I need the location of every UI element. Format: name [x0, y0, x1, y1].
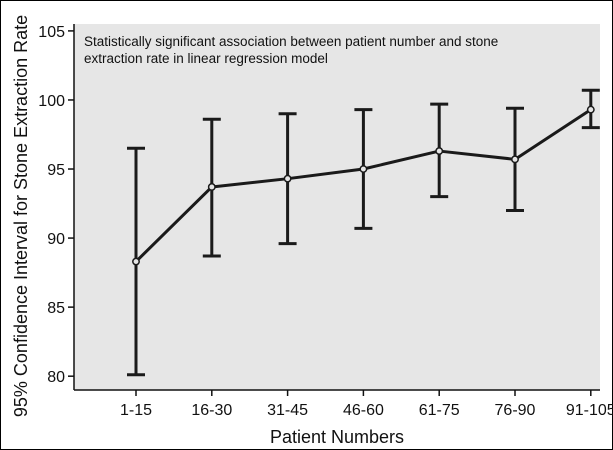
data-point	[207, 183, 216, 191]
x-tick-label: 16-30	[191, 402, 232, 419]
y-tick-label: 100	[38, 93, 65, 110]
chart-annotation-line-2: extraction rate in linear regression mod…	[84, 51, 328, 66]
data-point	[283, 174, 292, 183]
data-point	[586, 105, 595, 114]
y-tick-label: 95	[47, 162, 65, 179]
x-tick-label: 1-15	[120, 402, 152, 419]
x-tick-label: 46-60	[343, 402, 384, 419]
x-axis-title: Patient Numbers	[270, 427, 404, 447]
y-tick-label: 85	[47, 300, 65, 317]
data-point	[132, 257, 140, 266]
chart-annotation-line-1: Statistically significant association be…	[84, 34, 498, 49]
x-tick-label: 91-105	[566, 402, 613, 419]
data-point	[511, 155, 519, 164]
y-tick-label: 80	[47, 369, 65, 386]
y-axis-title: 95% Confidence Interval for Stone Extrac…	[11, 15, 31, 417]
x-tick-label: 76-90	[495, 402, 536, 419]
x-tick-label: 61-75	[419, 402, 460, 419]
plot-area	[74, 24, 600, 390]
y-tick-label: 105	[38, 24, 65, 41]
data-point	[359, 165, 368, 173]
data-point	[435, 147, 444, 156]
y-tick-label: 90	[47, 231, 65, 248]
x-tick-label: 31-45	[267, 402, 308, 419]
